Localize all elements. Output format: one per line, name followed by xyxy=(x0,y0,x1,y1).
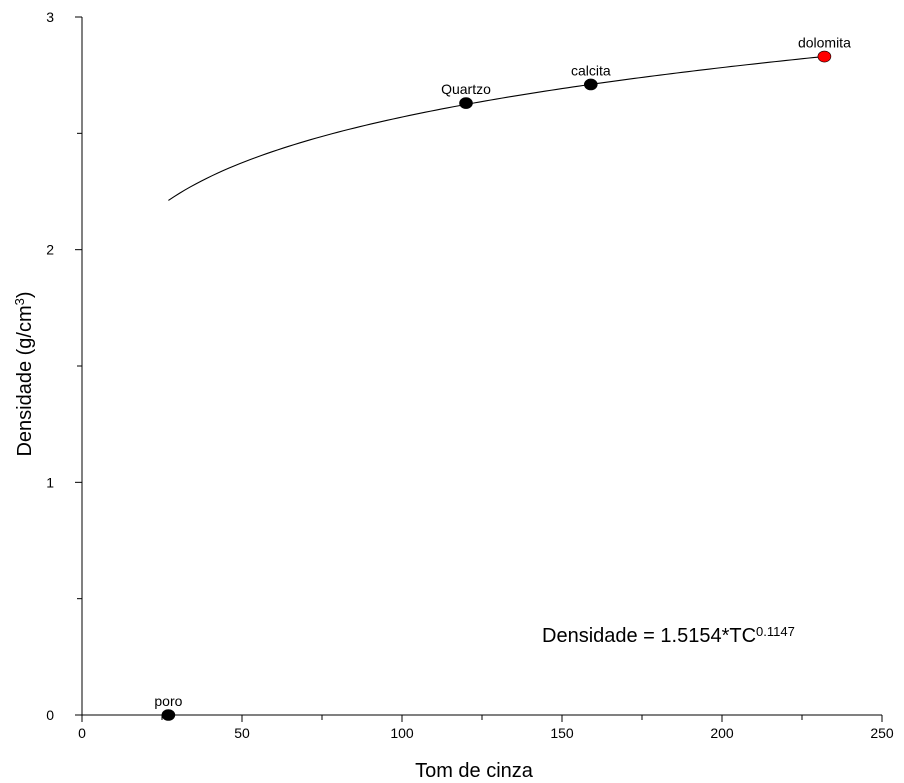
y-axis-label-close: ) xyxy=(14,291,36,298)
data-points: poro Quartzo calcita dolomita xyxy=(154,35,851,721)
ticks: 0 50 100 150 200 250 0 1 2 3 xyxy=(46,9,894,741)
x-tick-label: 100 xyxy=(390,725,414,741)
x-tick-label: 150 xyxy=(550,725,574,741)
y-tick-label: 2 xyxy=(46,242,54,258)
y-axis-label-main: Densidade (g/cm xyxy=(14,305,36,456)
point-label-poro: poro xyxy=(154,693,182,709)
y-tick-label: 0 xyxy=(46,707,54,723)
x-tick-label: 200 xyxy=(710,725,734,741)
data-point-poro xyxy=(161,709,176,721)
y-axis-label: Densidade (g/cm3) xyxy=(12,291,36,456)
axes xyxy=(81,17,882,716)
point-label-quartzo: Quartzo xyxy=(441,81,491,97)
point-label-calcita: calcita xyxy=(571,62,611,78)
data-point-calcita xyxy=(583,78,598,91)
fit-equation-exponent: 0.1147 xyxy=(756,624,795,639)
x-axis-label: Tom de cinza xyxy=(415,760,534,782)
y-tick-label: 3 xyxy=(46,9,54,25)
point-label-dolomita: dolomita xyxy=(798,35,851,51)
fit-equation-main: Densidade = 1.5154*TC xyxy=(542,625,756,647)
data-point-dolomita xyxy=(817,50,832,63)
x-tick-label: 50 xyxy=(234,725,250,741)
x-tick-label: 0 xyxy=(78,725,86,741)
y-axis-label-superscript: 3 xyxy=(12,298,27,305)
x-tick-label: 250 xyxy=(870,725,894,741)
y-tick-label: 1 xyxy=(46,474,54,490)
data-point-quartzo xyxy=(459,97,473,109)
fit-equation: Densidade = 1.5154*TC0.1147 xyxy=(542,624,795,647)
fit-curve xyxy=(168,55,825,201)
